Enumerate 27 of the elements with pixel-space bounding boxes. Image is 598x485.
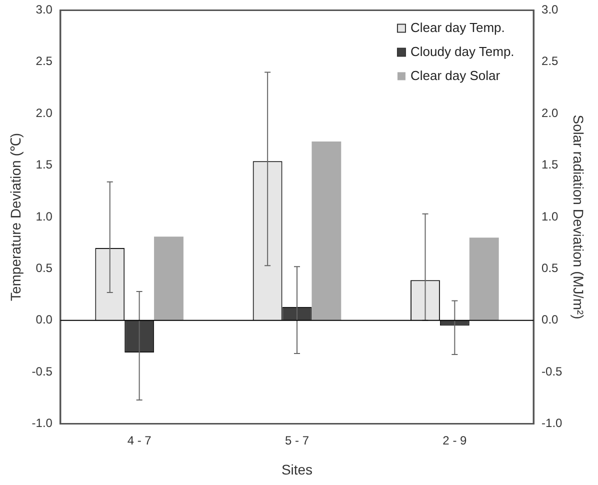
x-tick-label: 2 - 9 (442, 433, 468, 448)
y-axis-title: Temperature Deviation (℃) (7, 132, 24, 302)
y-tick-label: 1.0 (36, 209, 53, 224)
y-tick-label: 2.0 (36, 106, 53, 120)
y-tick-label: 0.5 (36, 261, 53, 276)
y2-tick-label: 1.0 (542, 209, 559, 224)
legend-label: Cloudy day Temp. (410, 44, 514, 59)
legend-label: Clear day Solar (410, 68, 501, 83)
y2-tick-label: 2.0 (542, 106, 559, 120)
y-tick-label: 1.5 (36, 158, 53, 172)
y-tick-label: -1.0 (32, 416, 53, 430)
y2-tick-label: 1.5 (542, 158, 559, 172)
y-tick-label: -0.5 (32, 364, 53, 378)
x-tick-label: 5 - 7 (284, 433, 310, 448)
y2-tick-label: -1.0 (542, 416, 563, 430)
legend-label: Clear day Temp. (410, 20, 505, 35)
x-axis-title: Sites (281, 461, 313, 478)
y2-tick-label: 0.0 (542, 312, 559, 327)
y2-tick-label: 0.5 (542, 261, 559, 276)
y-tick-label: 2.5 (36, 54, 53, 68)
x-tick-label: 4 - 7 (127, 433, 152, 448)
y2-tick-label: 2.5 (542, 54, 559, 68)
y2-tick-label: -0.5 (542, 364, 563, 378)
y2-axis-title: Solar radiation Deviation (MJ/m²) (570, 114, 587, 320)
y-tick-label: 3.0 (36, 2, 53, 17)
y2-tick-label: 3.0 (542, 2, 559, 17)
y-tick-label: 0.0 (36, 312, 53, 327)
